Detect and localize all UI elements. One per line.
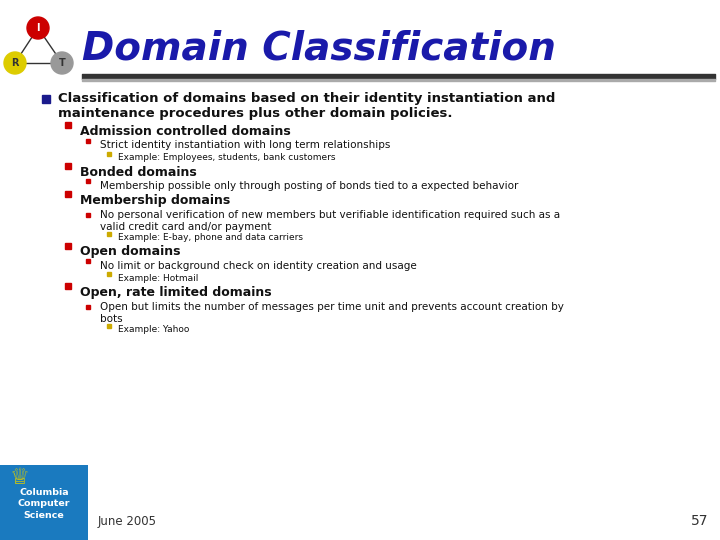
- Text: I: I: [36, 23, 40, 33]
- Text: No limit or background check on identity creation and usage: No limit or background check on identity…: [100, 261, 417, 271]
- Text: Example: Hotmail: Example: Hotmail: [118, 274, 199, 283]
- Text: Open, rate limited domains: Open, rate limited domains: [80, 286, 271, 299]
- Text: Admission controlled domains: Admission controlled domains: [80, 125, 291, 138]
- Text: Example: E-bay, phone and data carriers: Example: E-bay, phone and data carriers: [118, 233, 303, 242]
- Circle shape: [51, 52, 73, 74]
- Text: 57: 57: [690, 514, 708, 528]
- Text: Membership domains: Membership domains: [80, 194, 230, 207]
- Text: Columbia
Computer
Science: Columbia Computer Science: [18, 488, 71, 520]
- Text: June 2005: June 2005: [98, 515, 157, 528]
- Text: ♕: ♕: [10, 468, 30, 488]
- Text: Open but limits the number of messages per time unit and prevents account creati: Open but limits the number of messages p…: [100, 301, 564, 323]
- Text: T: T: [58, 58, 66, 68]
- Text: Strict identity instantiation with long term relationships: Strict identity instantiation with long …: [100, 140, 390, 151]
- Circle shape: [4, 52, 26, 74]
- Text: R: R: [12, 58, 19, 68]
- Text: Domain Classification: Domain Classification: [82, 29, 556, 67]
- Text: Membership possible only through posting of bonds tied to a expected behavior: Membership possible only through posting…: [100, 181, 518, 191]
- FancyBboxPatch shape: [0, 465, 88, 540]
- Text: Bonded domains: Bonded domains: [80, 165, 197, 179]
- Text: Open domains: Open domains: [80, 246, 181, 259]
- Text: Classification of domains based on their identity instantiation and
maintenance : Classification of domains based on their…: [58, 92, 555, 120]
- Text: Example: Employees, students, bank customers: Example: Employees, students, bank custo…: [118, 153, 336, 163]
- Text: No personal verification of new members but verifiable identification required s: No personal verification of new members …: [100, 210, 560, 232]
- Circle shape: [27, 17, 49, 39]
- Text: Example: Yahoo: Example: Yahoo: [118, 326, 189, 334]
